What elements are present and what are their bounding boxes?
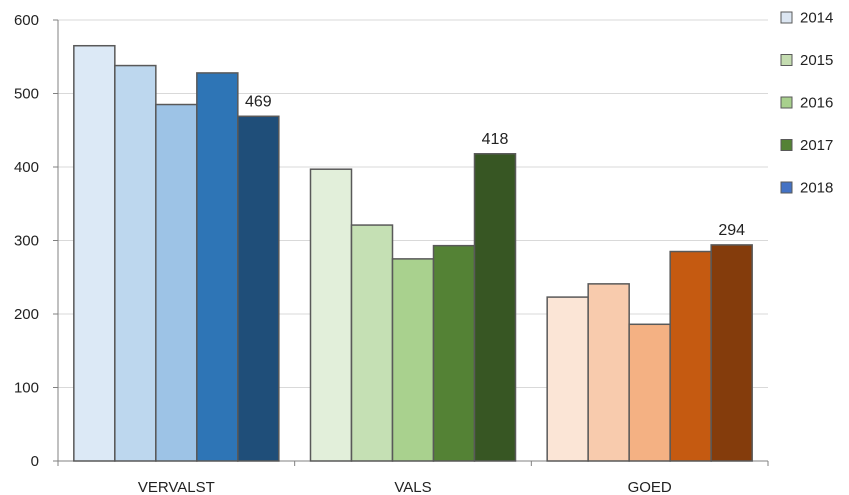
data-label: 294	[718, 222, 745, 239]
bar-2017-vals	[432, 244, 476, 462]
data-label: 418	[482, 131, 509, 148]
legend-swatch-2014	[780, 11, 793, 24]
bar-2016-vervalst	[155, 103, 198, 462]
x-category-label: GOED	[628, 479, 672, 495]
x-category-label: VERVALST	[138, 479, 215, 495]
legend-swatch-2018	[780, 181, 793, 194]
y-tick-label: 0	[31, 453, 39, 470]
legend-label: 2014	[800, 10, 833, 27]
legend-label: 2015	[800, 52, 833, 69]
bar-2014-vervalst	[73, 44, 116, 462]
y-tick-label: 200	[14, 306, 39, 323]
bar-2014-goed	[546, 296, 589, 462]
legend-swatch-2016	[780, 96, 793, 109]
bar-2015-goed	[587, 283, 630, 462]
y-tick-label: 400	[14, 159, 39, 176]
legend-swatch-2015	[780, 54, 793, 66]
bar-2016-vals	[391, 258, 435, 462]
legend-label: 2017	[800, 137, 833, 154]
y-tick-label: 500	[14, 86, 39, 103]
data-label: 469	[245, 93, 272, 110]
bar-2014-vals	[309, 168, 353, 462]
bar-2017-vervalst	[196, 72, 239, 462]
bar-2018-vals	[473, 153, 517, 462]
y-tick-label: 600	[14, 12, 39, 29]
legend-label: 2016	[800, 95, 833, 112]
bar-2018-goed	[710, 244, 753, 462]
x-category-label: VALS	[394, 479, 431, 495]
legend-label: 2018	[800, 180, 833, 197]
bar-2018-vervalst	[237, 115, 280, 462]
bar-2015-vals	[350, 224, 394, 462]
bar-2017-goed	[669, 250, 712, 462]
legend-swatch-2017	[780, 139, 793, 151]
bar-2016-goed	[628, 323, 671, 462]
bar-2015-vervalst	[114, 64, 157, 462]
y-tick-label: 300	[14, 233, 39, 250]
y-tick-label: 100	[14, 380, 39, 397]
